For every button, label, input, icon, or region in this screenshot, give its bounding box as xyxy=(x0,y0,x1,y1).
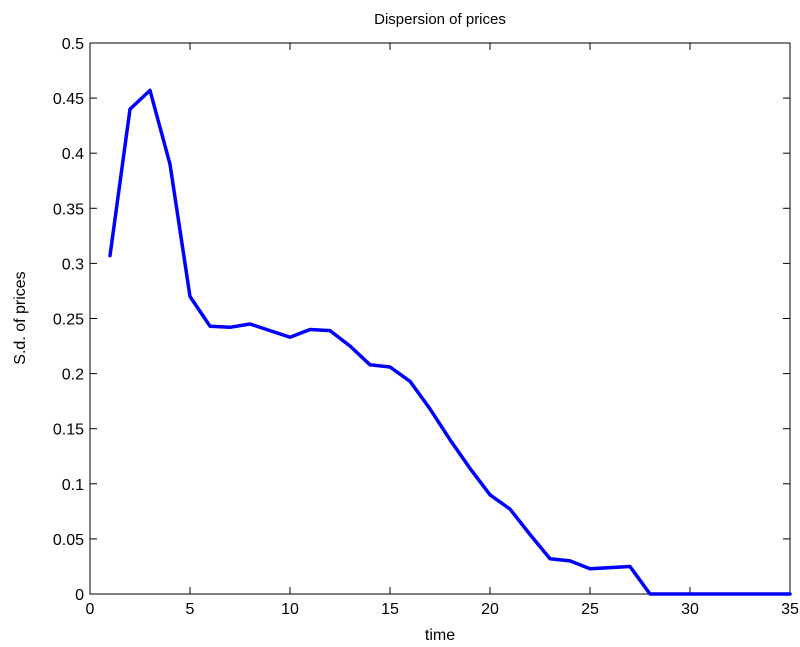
y-tick-label: 0.4 xyxy=(62,146,84,163)
y-axis-ticks: 0 0.05 0.1 0.15 0.2 0.25 0.3 0.35 0.4 0.45 0.5 xyxy=(53,36,790,604)
x-tick-label: 25 xyxy=(581,601,599,618)
x-tick-label: 10 xyxy=(281,601,299,618)
x-tick-label: 5 xyxy=(186,601,195,618)
x-axis-ticks: 0 5 10 15 20 25 30 35 xyxy=(86,43,799,618)
x-tick-label: 15 xyxy=(381,601,399,618)
y-tick-label: 0.3 xyxy=(62,256,84,273)
y-axis-label: S.d. of prices xyxy=(12,271,29,364)
chart-title: Dispersion of prices xyxy=(374,11,506,28)
x-tick-label: 20 xyxy=(481,601,499,618)
x-tick-label: 30 xyxy=(681,601,699,618)
series-layer xyxy=(108,88,792,596)
y-tick-label: 0.25 xyxy=(53,312,84,329)
x-tick-label: 35 xyxy=(781,601,799,618)
y-tick-label: 0 xyxy=(75,587,84,604)
plot-area-frame xyxy=(89,42,791,595)
y-tick-label: 0.15 xyxy=(53,422,84,439)
y-tick-label: 0.2 xyxy=(62,367,84,384)
y-tick-label: 0.5 xyxy=(62,36,84,53)
y-tick-label: 0.1 xyxy=(62,477,84,494)
y-tick-label: 0.45 xyxy=(53,91,84,108)
y-tick-label: 0.35 xyxy=(53,201,84,218)
x-axis-label: time xyxy=(425,627,455,644)
y-tick-label: 0.05 xyxy=(53,532,84,549)
series-line xyxy=(108,88,792,596)
x-tick-label: 0 xyxy=(86,601,95,618)
